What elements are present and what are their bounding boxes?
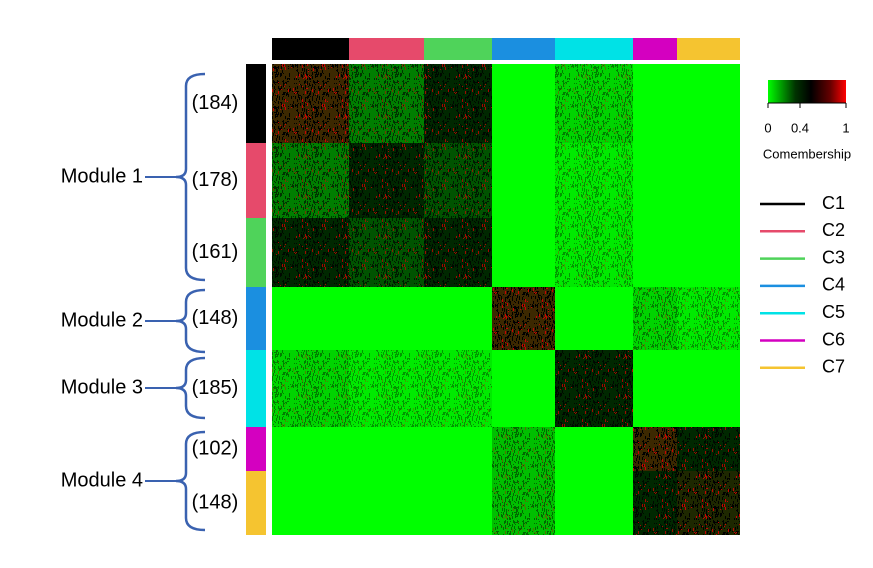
legend-label: C2 [822,220,845,240]
heatmap-texture [424,143,492,218]
side-color-bar [246,64,266,143]
heatmap-texture [492,287,555,350]
heatmap-block [272,287,349,350]
heatmap-block [633,64,677,143]
module-label: Module 1 [61,165,143,187]
side-color-bar [246,218,266,287]
heatmap-block [492,218,555,287]
cluster-size: (185) [192,377,239,399]
heatmap-block [555,471,633,535]
colorbar-tick-label: 1 [842,120,849,135]
heatmap-block [492,350,555,427]
heatmap-block [349,287,424,350]
top-color-bar [424,38,492,60]
heatmap-texture [677,427,740,471]
top-color-bar [349,38,424,60]
side-color-bar [246,350,266,427]
heatmap-texture [272,218,349,287]
heatmap-block [272,427,349,471]
top-color-bar [677,38,740,60]
module-label: Module 4 [61,469,143,491]
heatmap-texture [677,471,740,535]
heatmap-texture [555,143,633,218]
heatmap-texture [349,64,424,143]
side-color-bar [246,427,266,471]
top-color-bar [555,38,633,60]
heatmap-texture [492,471,555,535]
legend-label: C5 [822,302,845,322]
colorbar-title: Comembership [763,146,851,161]
heatmap-texture [272,143,349,218]
colorbar-tick-label: 0 [764,120,771,135]
side-color-bar [246,471,266,535]
cluster-size: (102) [192,437,239,459]
module-label: Module 3 [61,376,143,398]
heatmap-block [633,218,677,287]
colorbar [768,80,846,103]
side-color-bar [246,287,266,350]
heatmap-texture [633,471,677,535]
heatmap-texture [349,218,424,287]
heatmap-texture [677,287,740,350]
cluster-size: (148) [192,491,239,513]
cluster-size: (184) [192,92,239,114]
heatmap-block [555,287,633,350]
heatmap-texture [555,350,633,427]
cluster-size: (161) [192,241,239,263]
module-label: Module 2 [61,309,143,331]
heatmap-texture [555,64,633,143]
heatmap-texture [424,64,492,143]
heatmap-block [677,143,740,218]
legend-label: C6 [822,329,845,349]
heatmap-block [555,427,633,471]
heatmap-block [677,350,740,427]
legend-label: C4 [822,275,845,295]
heatmap-texture [633,427,677,471]
heatmap-texture [424,218,492,287]
heatmap-texture [349,143,424,218]
heatmap-block [677,64,740,143]
heatmap-texture [492,427,555,471]
heatmap-texture [424,350,492,427]
heatmap-block [492,64,555,143]
heatmap-texture [272,64,349,143]
heatmap-block [424,427,492,471]
top-color-bar [633,38,677,60]
heatmap-block [272,471,349,535]
heatmap-block [424,471,492,535]
side-color-bar [246,143,266,218]
legend-label: C7 [822,357,845,377]
heatmap-block [677,218,740,287]
heatmap-block [633,350,677,427]
heatmap-texture [555,218,633,287]
heatmap-texture [633,287,677,350]
colorbar-tick-label: 0.4 [791,120,809,135]
heatmap-texture [349,350,424,427]
cluster-size: (148) [192,307,239,329]
heatmap-texture [272,350,349,427]
heatmap-block [492,143,555,218]
top-color-bar [272,38,349,60]
heatmap-block [349,427,424,471]
legend-label: C3 [822,247,845,267]
top-color-bar [492,38,555,60]
cluster-size: (178) [192,169,239,191]
heatmap-block [424,287,492,350]
legend-label: C1 [822,193,845,213]
heatmap-block [349,471,424,535]
heatmap-block [633,143,677,218]
